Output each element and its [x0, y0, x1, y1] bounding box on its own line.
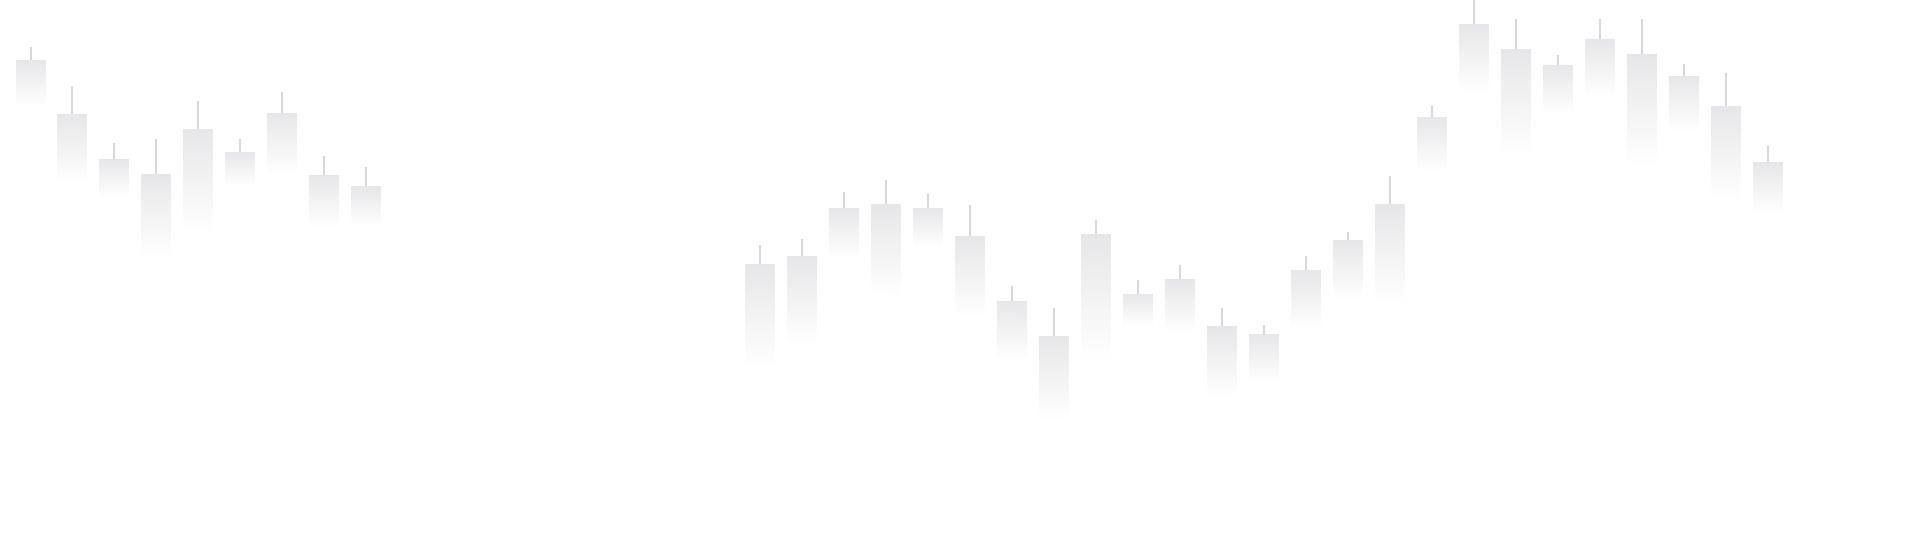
candle-body — [1585, 39, 1615, 96]
candle — [1333, 232, 1363, 299]
candle — [1459, 0, 1489, 92]
candle — [1375, 176, 1405, 302]
candle-body — [1669, 76, 1699, 131]
candle-body — [1753, 162, 1783, 212]
candle-body — [351, 186, 381, 226]
candle — [829, 192, 859, 257]
candle — [1081, 220, 1111, 358]
candle-body — [913, 208, 943, 247]
candle — [1501, 19, 1531, 154]
candle — [787, 239, 817, 344]
candle-body — [1711, 106, 1741, 198]
candle — [745, 245, 775, 365]
candle-body — [1333, 240, 1363, 299]
candle — [1039, 308, 1069, 419]
candle-body — [745, 264, 775, 365]
candles-layer — [16, 0, 1783, 419]
candle — [1207, 308, 1237, 396]
candle-body — [1291, 270, 1321, 329]
candle-body — [1207, 326, 1237, 396]
candle-body — [309, 175, 339, 227]
candle-body — [955, 236, 985, 316]
candle-body — [871, 204, 901, 296]
candle — [913, 194, 943, 247]
candle — [1123, 280, 1153, 326]
candle — [871, 180, 901, 296]
candle-body — [16, 60, 46, 106]
candle — [351, 167, 381, 226]
candle-body — [183, 129, 213, 231]
candle — [955, 205, 985, 316]
candle-body — [1417, 117, 1447, 171]
candle — [1165, 265, 1195, 332]
candle — [141, 139, 171, 256]
candle — [225, 139, 255, 186]
candle-body — [997, 301, 1027, 359]
candle-body — [1081, 234, 1111, 358]
candle — [1711, 73, 1741, 198]
candle-body — [829, 208, 859, 257]
candle-body — [1165, 279, 1195, 332]
candle-body — [787, 256, 817, 344]
candle-body — [1123, 294, 1153, 326]
candle-body — [225, 152, 255, 186]
candle — [1627, 19, 1657, 165]
candle-body — [1249, 334, 1279, 382]
candle — [997, 286, 1027, 359]
candle — [1543, 55, 1573, 112]
candle-body — [1501, 49, 1531, 154]
candle — [183, 101, 213, 231]
candle-body — [1459, 24, 1489, 92]
candle-body — [267, 113, 297, 174]
candle-body — [1039, 336, 1069, 419]
candle-body — [1375, 204, 1405, 302]
candle — [267, 92, 297, 174]
candle — [1753, 146, 1783, 212]
candle-body — [141, 174, 171, 256]
candle — [309, 156, 339, 227]
candle-body — [1627, 54, 1657, 165]
candle-body — [1543, 65, 1573, 112]
candle — [1585, 19, 1615, 96]
candle — [1249, 325, 1279, 382]
candle — [1669, 64, 1699, 131]
candle — [99, 143, 129, 197]
candle-body — [57, 114, 87, 182]
candle — [57, 86, 87, 182]
candle — [16, 47, 46, 106]
candle — [1291, 256, 1321, 329]
candle-body — [99, 159, 129, 197]
candle — [1417, 106, 1447, 171]
